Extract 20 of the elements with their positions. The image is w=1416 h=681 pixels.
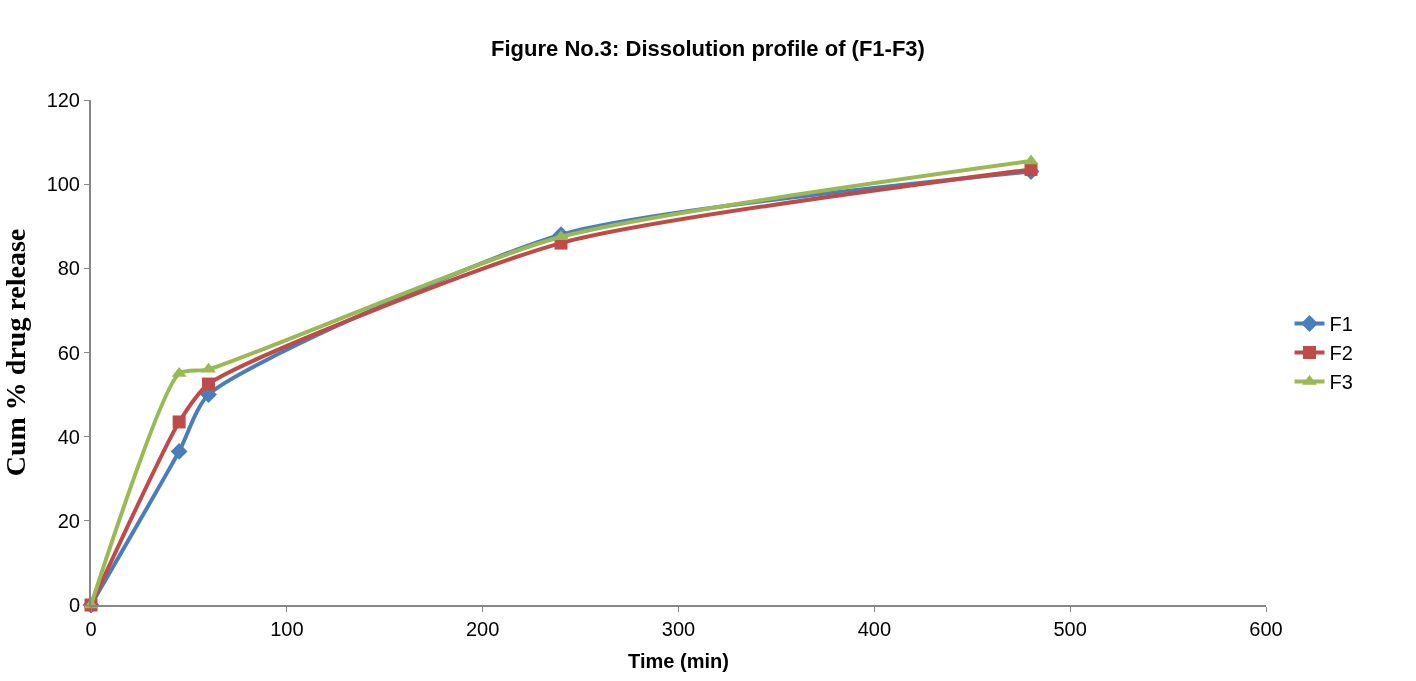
x-tick-label: 200 (465, 618, 500, 640)
x-tick-label: 300 (661, 618, 696, 640)
y-tick-label: 80 (57, 257, 80, 280)
x-tick-label: 0 (85, 618, 97, 640)
x-tick-label: 400 (857, 618, 892, 640)
x-tick-label: 500 (1053, 618, 1087, 640)
legend-label: F3 (1329, 371, 1353, 394)
x-tick-label: 100 (270, 618, 304, 640)
y-tick-label: 40 (57, 425, 80, 448)
legend-label: F1 (1329, 313, 1353, 336)
y-tick-label: 0 (68, 594, 80, 616)
x-tick-label: 600 (1249, 618, 1283, 640)
y-tick-label: 60 (57, 341, 80, 364)
y-axis-title: Cum % drug release (0, 228, 31, 477)
y-tick-label: 100 (46, 173, 80, 196)
y-tick-label: 20 (57, 509, 80, 532)
x-axis-title: Time (min) (628, 650, 729, 672)
legend-label: F2 (1329, 342, 1353, 365)
y-tick-label: 120 (46, 89, 80, 111)
chart-title: Figure No.3: Dissolution profile of (F1-F3) (491, 36, 925, 62)
